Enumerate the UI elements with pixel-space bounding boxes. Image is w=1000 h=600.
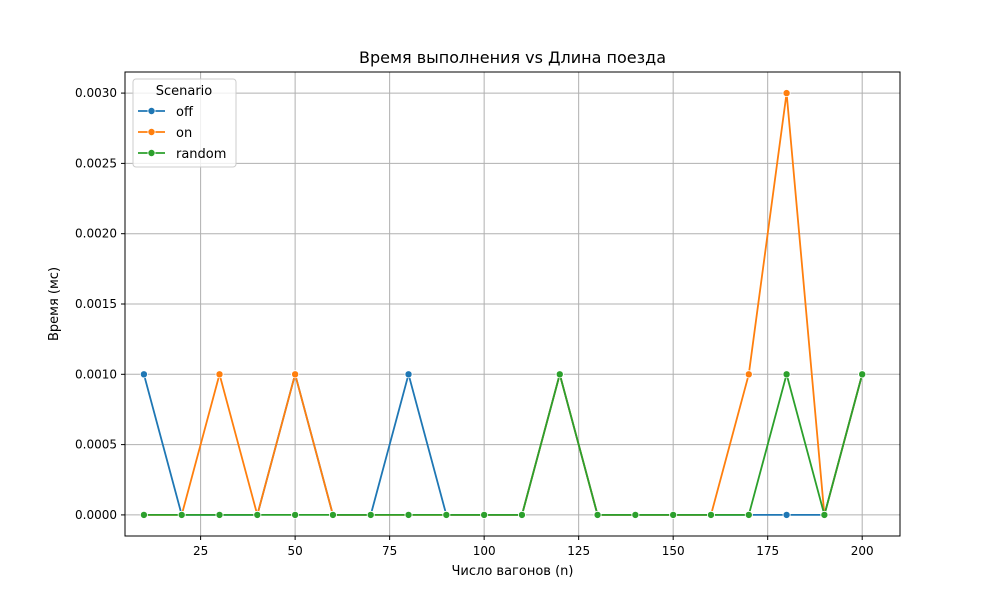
data-point-random [404,510,413,519]
x-tick-label: 125 [567,544,590,558]
x-axis-title: Число вагонов (n) [452,564,574,579]
data-point-random [555,370,564,379]
data-point-random [669,510,678,519]
y-tick-label: 0.0030 [75,86,117,100]
data-point-random [366,510,375,519]
x-tick-label: 200 [851,544,874,558]
legend-title: Scenario [156,84,213,99]
legend-label-random: random [176,147,226,162]
ticks: 25 50 75 100 125 150 175 200 0.0000 0.0005 0.0010 0… [75,86,874,558]
x-tick-label: 175 [756,544,779,558]
legend: Scenario off on random [132,78,237,168]
y-tick-label: 0.0000 [75,508,117,522]
data-point-on [291,370,300,379]
legend-box [132,78,237,168]
x-tick-label: 75 [382,544,397,558]
data-point-random [593,510,602,519]
data-point-random [858,370,867,379]
data-point-on [744,370,753,379]
data-point-random [820,510,829,519]
y-tick-label: 0.0010 [75,367,117,381]
legend-label-on: on [176,126,192,141]
data-point-random [517,510,526,519]
data-point-random [631,510,640,519]
x-tick-label: 50 [287,544,302,558]
legend-marker-off [147,107,156,116]
data-point-random [253,510,262,519]
x-tick-label: 100 [473,544,496,558]
y-tick-label: 0.0015 [75,297,117,311]
legend-label-off: off [176,105,194,120]
data-point-random [442,510,451,519]
data-point-random [328,510,337,519]
series-line-random [143,373,864,516]
legend-marker-random [147,148,156,157]
series-layer [139,89,867,519]
y-tick-label: 0.0005 [75,438,117,452]
x-tick-label: 150 [662,544,685,558]
x-tick-label: 25 [193,544,208,558]
data-point-off [404,370,413,379]
data-point-random [480,510,489,519]
data-point-random [744,510,753,519]
y-tick-label: 0.0025 [75,156,117,170]
data-point-random [782,370,791,379]
y-tick-label: 0.0020 [75,227,117,241]
data-point-random [177,510,186,519]
data-point-on [782,89,791,98]
data-point-random [291,510,300,519]
data-point-random [215,510,224,519]
legend-marker-on [147,127,156,136]
chart-title: Время выполнения vs Длина поезда [359,48,666,67]
data-point-random [706,510,715,519]
data-point-on [215,370,224,379]
data-point-random [139,510,148,519]
y-axis-title: Время (мс) [47,267,62,341]
data-point-off [782,510,791,519]
data-point-off [139,370,148,379]
